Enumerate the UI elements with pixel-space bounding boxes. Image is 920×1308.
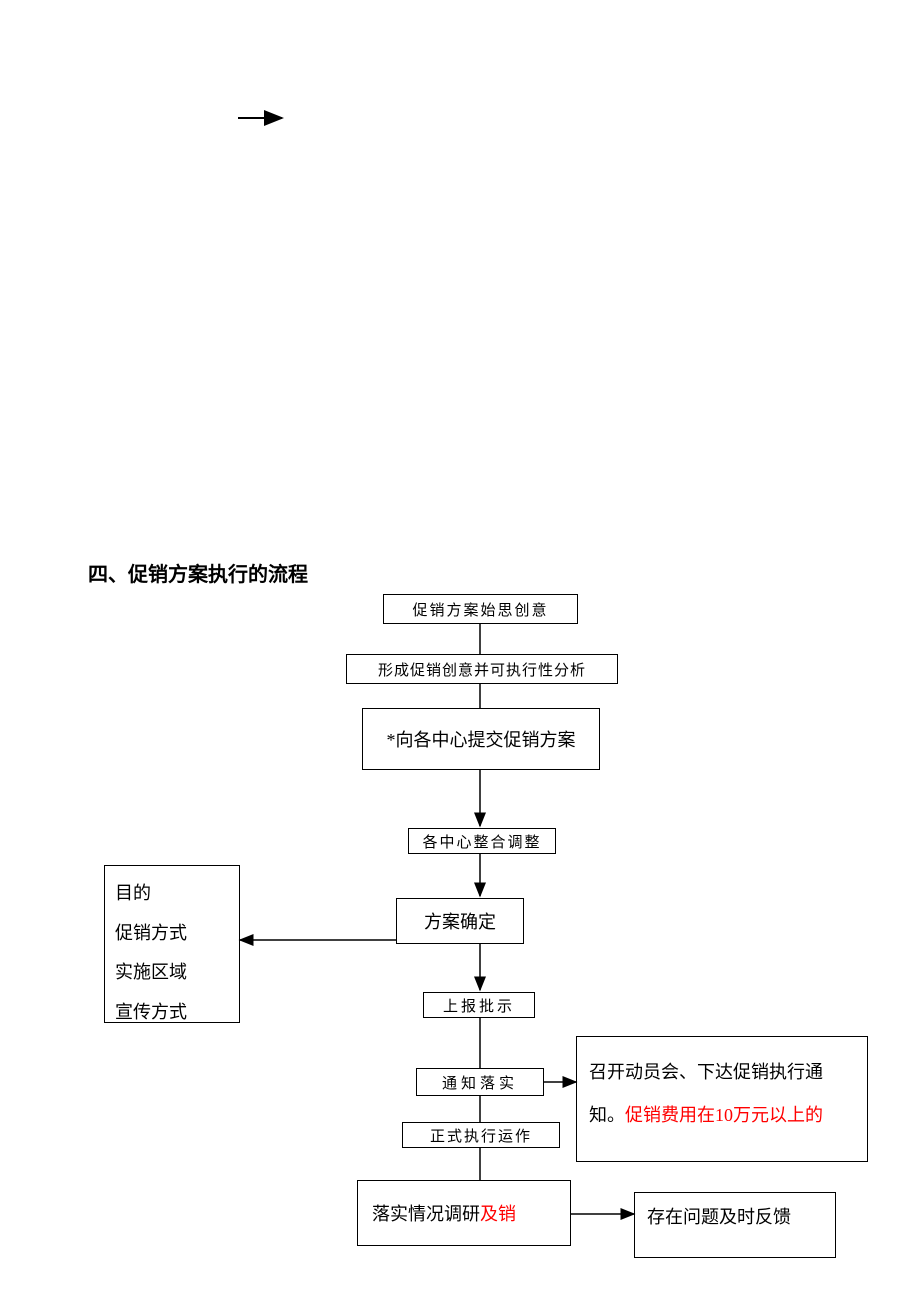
node-survey: 落实情况调研及销 (357, 1180, 571, 1246)
node-idea: 促销方案始思创意 (383, 594, 578, 624)
node-label: *向各中心提交促销方案 (387, 726, 576, 752)
section-heading: 四、促销方案执行的流程 (88, 558, 308, 587)
node-notify: 通知落实 (416, 1068, 544, 1096)
node-label: 促销方案始思创意 (412, 599, 548, 620)
node-adjust: 各中心整合调整 (408, 828, 556, 854)
node-execute: 正式执行运作 (402, 1122, 560, 1148)
node-label-part-a: 落实情况调研 (372, 1200, 480, 1226)
node-label: 通知落实 (442, 1072, 518, 1093)
top-arrow (230, 108, 300, 128)
side-left-line: 实施区域 (115, 953, 187, 993)
node-approve: 上报批示 (423, 992, 535, 1018)
node-label: 正式执行运作 (430, 1125, 532, 1146)
side-left-box: 目的 促销方式 实施区域 宣传方式 (104, 865, 240, 1023)
side-right-top-line1: 召开动员会、下达促销执行通 (589, 1051, 823, 1094)
node-label: 存在问题及时反馈 (647, 1203, 791, 1229)
side-right-top-box: 召开动员会、下达促销执行通 知。促销费用在10万元以上的 (576, 1036, 868, 1162)
side-left-line: 宣传方式 (115, 993, 187, 1023)
node-submit: *向各中心提交促销方案 (362, 708, 600, 770)
node-analysis: 形成促销创意并可执行性分析 (346, 654, 618, 684)
node-label: 形成促销创意并可执行性分析 (378, 659, 586, 680)
node-label: 上报批示 (443, 995, 515, 1016)
node-label-part-b: 及销 (480, 1200, 516, 1226)
node-label: 各中心整合调整 (422, 831, 541, 852)
side-right-bottom-box: 存在问题及时反馈 (634, 1192, 836, 1258)
node-label: 方案确定 (424, 908, 496, 934)
side-left-line: 目的 (115, 874, 151, 914)
node-confirm: 方案确定 (396, 898, 524, 944)
side-right-top-line2: 知。促销费用在10万元以上的 (589, 1094, 823, 1137)
side-left-line: 促销方式 (115, 914, 187, 954)
